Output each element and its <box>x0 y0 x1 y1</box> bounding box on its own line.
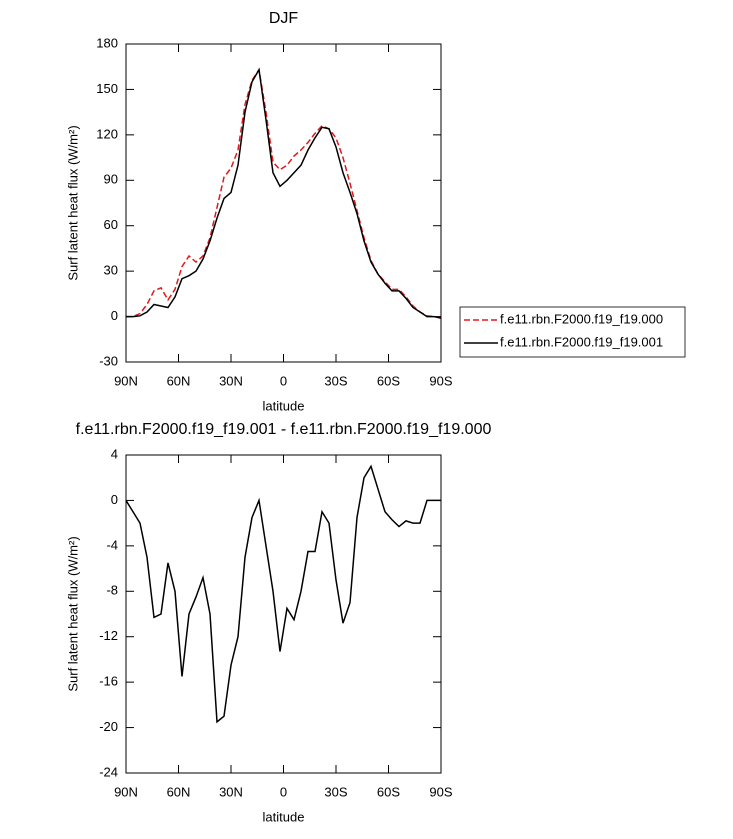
y-tick-label: 180 <box>96 35 118 50</box>
plot-frame <box>125 454 442 774</box>
y-tick-label: -24 <box>99 764 118 779</box>
y-tick-label: 4 <box>111 446 118 461</box>
x-tick-label: 0 <box>280 373 287 388</box>
x-tick-label: 60N <box>167 784 191 799</box>
x-tick-label: 60N <box>167 373 191 388</box>
x-tick-label: 30S <box>324 784 347 799</box>
y-tick-label: -8 <box>106 583 118 598</box>
x-tick-label: 60S <box>377 784 400 799</box>
y-axis-label: Surf latent heat flux (W/m²) <box>65 536 80 691</box>
y-tick-label: -30 <box>99 353 118 368</box>
x-tick-label: 90S <box>429 784 452 799</box>
x-tick-label: 30N <box>219 784 243 799</box>
y-tick-label: -4 <box>106 537 118 552</box>
legend-label: f.e11.rbn.F2000.f19_f19.001 <box>500 334 663 349</box>
y-tick-label: 60 <box>104 217 118 232</box>
line-series <box>125 464 441 724</box>
y-tick-label: 150 <box>96 81 118 96</box>
x-tick-label: 90N <box>114 373 138 388</box>
line-series <box>126 67 442 319</box>
x-tick-label: 30S <box>324 373 347 388</box>
y-tick-label: 0 <box>111 308 118 323</box>
x-tick-label: 0 <box>280 784 287 799</box>
x-tick-label: 30N <box>219 373 243 388</box>
legend-label: f.e11.rbn.F2000.f19_f19.000 <box>500 311 663 326</box>
y-tick-label: 30 <box>104 263 118 278</box>
y-tick-label: -12 <box>99 628 118 643</box>
y-tick-label: -16 <box>99 674 118 689</box>
x-axis-label: latitude <box>263 809 305 824</box>
x-axis-label: latitude <box>263 398 305 413</box>
line-series <box>126 67 442 319</box>
x-tick-label: 60S <box>377 373 400 388</box>
legend-box <box>459 306 686 358</box>
y-tick-label: 120 <box>96 126 118 141</box>
chart-title: DJF <box>269 10 299 27</box>
x-tick-label: 90N <box>114 784 138 799</box>
plot-frame <box>125 43 442 363</box>
y-tick-label: 0 <box>111 492 118 507</box>
chart-title: f.e11.rbn.F2000.f19_f19.001 - f.e11.rbn.… <box>76 421 492 438</box>
y-tick-label: 90 <box>104 172 118 187</box>
y-axis-label: Surf latent heat flux (W/m²) <box>65 125 80 280</box>
y-tick-label: -20 <box>99 719 118 734</box>
x-tick-label: 90S <box>429 373 452 388</box>
